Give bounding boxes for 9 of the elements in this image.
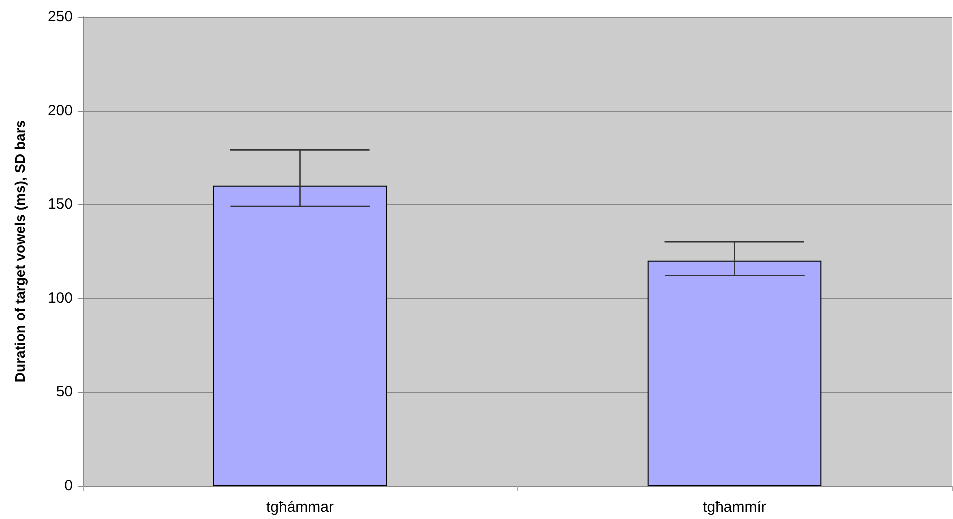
y-tick-label: 0 [64, 478, 73, 494]
y-tick-label: 50 [56, 384, 73, 401]
y-tick-label: 250 [48, 8, 73, 26]
y-tick-label: 100 [48, 290, 73, 307]
x-tick-label: tgħammír [703, 499, 766, 516]
y-axis-title: Duration of target vowels (ms), SD bars [12, 120, 28, 383]
x-tick-label: tgħámmar [266, 499, 334, 516]
y-tick-label: 150 [48, 196, 73, 214]
y-tick-label: 200 [48, 102, 73, 120]
